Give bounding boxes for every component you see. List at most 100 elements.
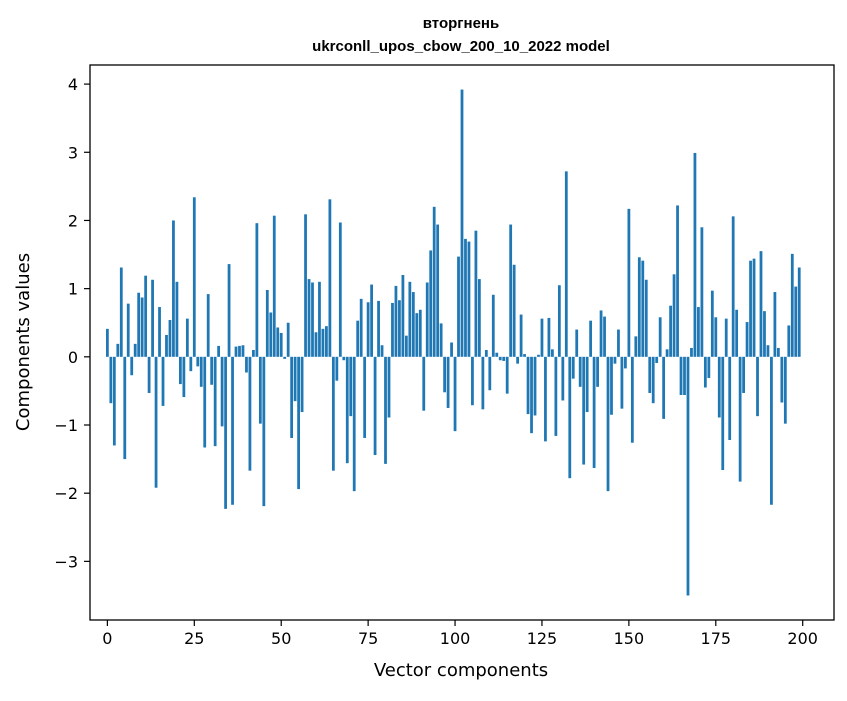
y-tick-label: 0 [68, 348, 78, 367]
bar-component-92 [425, 282, 429, 357]
bar-component-134 [571, 356, 575, 379]
bar-component-58 [307, 279, 311, 357]
bar-component-195 [783, 356, 787, 424]
bar-component-90 [418, 309, 422, 357]
bar-component-11 [144, 275, 148, 357]
bar-component-113 [498, 356, 502, 361]
bar-component-104 [467, 241, 471, 357]
bar-component-174 [710, 290, 714, 357]
bar-component-28 [203, 356, 207, 448]
bar-component-165 [679, 356, 683, 395]
x-tick-label: 175 [701, 629, 732, 648]
x-tick-label: 0 [102, 629, 112, 648]
bar-component-27 [199, 356, 203, 387]
bar-component-1 [109, 356, 113, 404]
bar-component-110 [488, 356, 492, 391]
bar-component-143 [603, 316, 606, 357]
bar-component-12 [147, 356, 151, 393]
bar-component-124 [537, 354, 540, 357]
y-tick-label: 1 [68, 280, 78, 299]
bar-component-172 [703, 356, 707, 388]
bar-component-129 [554, 356, 558, 436]
bar-component-182 [738, 356, 742, 482]
bar-component-178 [724, 318, 728, 357]
bar-component-190 [766, 345, 770, 357]
bar-component-163 [672, 274, 676, 357]
bar-component-147 [617, 329, 620, 357]
bar-component-112 [495, 352, 499, 357]
bar-component-34 [224, 356, 227, 509]
bar-component-122 [530, 356, 533, 434]
chart-subtitle: ukrconll_upos_cbow_200_10_2022 model [312, 38, 610, 55]
bar-component-142 [599, 310, 603, 357]
bar-component-10 [140, 297, 144, 357]
x-axis-ticks: 0 25 50 75 100 125 150 175 200 [102, 620, 818, 648]
bar-component-4 [119, 267, 123, 357]
bar-component-35 [227, 264, 231, 357]
bar-component-121 [526, 356, 530, 415]
bar-component-8 [133, 343, 137, 357]
bar-component-196 [787, 325, 791, 357]
bar-component-187 [756, 356, 759, 417]
bar-component-67 [338, 222, 342, 357]
bar-component-154 [641, 260, 645, 357]
bar-component-160 [662, 356, 666, 419]
x-tick-label: 50 [271, 629, 291, 648]
bar-component-59 [311, 282, 314, 357]
bar-component-75 [366, 302, 370, 357]
bar-component-0 [105, 328, 109, 357]
x-tick-label: 25 [184, 629, 204, 648]
bar-component-38 [238, 345, 241, 357]
bar-component-74 [363, 356, 367, 438]
bar-component-179 [728, 356, 732, 440]
bar-component-132 [564, 171, 568, 357]
bar-component-19 [172, 220, 175, 357]
bar-component-180 [731, 216, 735, 357]
bar-component-137 [582, 356, 586, 465]
bar-component-17 [165, 335, 168, 357]
bar-component-72 [356, 320, 360, 357]
bar-component-164 [676, 205, 679, 357]
bar-component-65 [331, 356, 335, 471]
bar-component-156 [648, 356, 652, 393]
bar-component-15 [158, 307, 161, 357]
bar-component-84 [398, 300, 401, 357]
bar-component-175 [714, 317, 718, 357]
bar-component-40 [245, 356, 248, 373]
bar-component-139 [589, 320, 593, 357]
bar-component-127 [547, 317, 551, 357]
bar-component-24 [189, 356, 193, 372]
bar-component-108 [481, 356, 485, 410]
bar-component-44 [258, 356, 262, 424]
bar-component-13 [151, 279, 154, 357]
bar-component-54 [293, 356, 297, 402]
bar-component-93 [429, 250, 433, 357]
bar-series [105, 89, 801, 596]
bar-component-2 [112, 356, 116, 446]
bar-component-55 [297, 356, 300, 490]
bar-component-188 [759, 251, 763, 357]
bar-component-49 [276, 327, 280, 357]
bar-component-153 [637, 257, 641, 357]
bar-component-41 [248, 356, 252, 471]
bar-component-107 [477, 279, 481, 357]
bar-component-31 [213, 356, 217, 447]
bar-component-9 [137, 292, 141, 357]
bar-component-83 [394, 285, 398, 357]
bar-component-145 [610, 356, 613, 415]
bar-component-45 [262, 356, 266, 507]
bar-component-63 [325, 326, 328, 357]
bar-component-101 [457, 256, 460, 357]
bar-component-60 [314, 332, 318, 357]
bar-component-128 [551, 349, 554, 357]
bar-component-111 [491, 294, 495, 357]
bar-component-189 [763, 311, 766, 357]
bar-component-193 [776, 347, 780, 357]
bar-component-77 [373, 356, 377, 455]
bar-component-94 [432, 206, 436, 357]
bar-component-87 [408, 281, 412, 357]
bar-component-18 [168, 320, 172, 357]
bar-component-73 [359, 298, 363, 357]
bar-component-64 [328, 199, 332, 357]
bar-component-48 [272, 215, 276, 357]
